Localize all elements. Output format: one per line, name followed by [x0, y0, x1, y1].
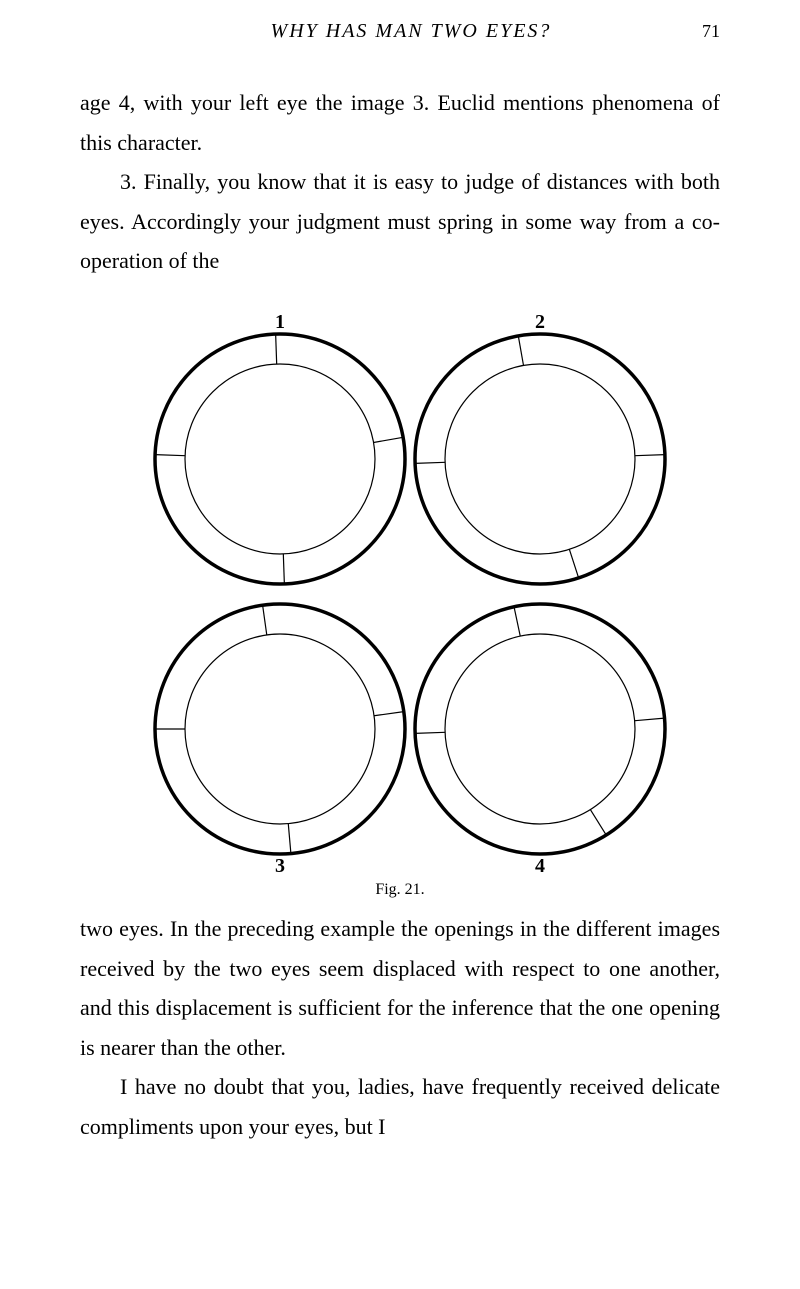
- paragraph-1: age 4, with your left eye the image 3. E…: [80, 83, 720, 162]
- body-text-after: two eyes. In the preceding example the o…: [80, 909, 720, 1147]
- running-title: WHY HAS MAN TWO EYES?: [80, 20, 702, 43]
- page: WHY HAS MAN TWO EYES? 71 age 4, with you…: [0, 0, 800, 1187]
- page-number: 71: [702, 21, 720, 42]
- page-header: WHY HAS MAN TWO EYES? 71: [80, 20, 720, 43]
- figure-caption: Fig. 21.: [80, 881, 720, 899]
- paragraph-2: 3. Finally, you know that it is easy to …: [80, 162, 720, 281]
- svg-text:2: 2: [535, 311, 545, 333]
- paragraph-3: two eyes. In the preceding example the o…: [80, 909, 720, 1067]
- svg-text:1: 1: [275, 311, 285, 333]
- svg-text:4: 4: [535, 855, 545, 877]
- figure-21-svg: 1 2 3 4: [120, 299, 680, 879]
- figure-21: 1 2 3 4 Fig. 21.: [80, 299, 720, 899]
- paragraph-4: I have no doubt that you, ladies, have f…: [80, 1067, 720, 1146]
- svg-text:3: 3: [275, 855, 285, 877]
- body-text: age 4, with your left eye the image 3. E…: [80, 83, 720, 281]
